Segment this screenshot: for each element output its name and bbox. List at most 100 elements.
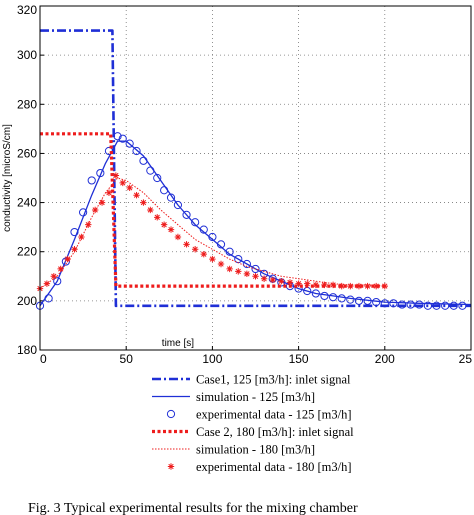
data-point-circle xyxy=(346,295,355,304)
data-point-circle xyxy=(199,225,208,234)
data-point-circle xyxy=(208,232,217,242)
data-point-circle xyxy=(79,208,88,217)
legend-item: experimental data - 125 [m3/h] xyxy=(166,408,352,422)
data-point-circle xyxy=(449,301,458,310)
data-point-star xyxy=(57,265,64,273)
data-point-star xyxy=(183,241,190,248)
data-point-circle xyxy=(354,296,364,305)
data-point-star xyxy=(295,280,302,287)
data-point-star xyxy=(200,250,207,258)
data-point-circle xyxy=(166,193,176,202)
x-tick-label: 150 xyxy=(289,352,309,366)
data-point-star xyxy=(112,172,120,179)
data-point-circle xyxy=(380,299,389,308)
data-point-star xyxy=(91,206,99,214)
y-axis-label: conductivity [microS/cm] xyxy=(2,124,13,232)
data-point-circle xyxy=(372,297,381,307)
grid xyxy=(39,5,472,351)
legend: Case1, 125 [m3/h]: inlet signal simulatio… xyxy=(152,373,354,474)
x-tick-label: 50 xyxy=(120,352,134,366)
y-tick-label: 220 xyxy=(17,245,37,259)
data-point-circle xyxy=(320,291,329,301)
data-point-circle xyxy=(146,166,155,175)
data-point-circle xyxy=(87,176,96,185)
data-point-star xyxy=(226,265,233,273)
data-point-star xyxy=(235,268,242,275)
figure-caption: Fig. 3 Typical experimental results for … xyxy=(28,501,358,515)
data-point-circle xyxy=(118,134,127,143)
data-point-star xyxy=(160,221,168,228)
data-point-circle xyxy=(251,264,260,274)
series-4 xyxy=(40,132,385,288)
data-point-star xyxy=(78,233,85,241)
data-point-star xyxy=(209,255,216,263)
data-point-star xyxy=(364,282,371,290)
data-point-circle xyxy=(113,132,122,141)
data-point-star xyxy=(85,221,92,228)
data-point-star xyxy=(50,273,57,280)
legend-label: simulation - 125 [m3/h] xyxy=(196,390,315,404)
legend-symbol-circle xyxy=(166,409,176,419)
data-point-circle xyxy=(104,146,114,156)
data-point-star xyxy=(269,276,276,284)
data-point-circle xyxy=(53,277,62,286)
data-point-star xyxy=(381,282,388,290)
data-point-star xyxy=(64,255,71,263)
y-tick-labels: 180 200 220 240 260 280 300 320 xyxy=(17,3,37,357)
data-point-star xyxy=(167,226,175,233)
legend-label: experimental data - 125 [m3/h] xyxy=(196,408,352,422)
data-point-star xyxy=(278,278,285,285)
data-point-circle xyxy=(173,200,183,210)
data-point-star xyxy=(105,189,113,196)
series-line xyxy=(39,140,472,307)
data-point-circle xyxy=(139,156,148,165)
data-point-circle xyxy=(415,300,424,309)
plot-area: 0 50 100 150 200 25 180200220240260280300320 … xyxy=(2,3,472,366)
x-tick-label: 25 xyxy=(459,352,473,366)
data-point-circle xyxy=(432,301,441,310)
data-point-star xyxy=(243,270,251,278)
data-point-circle xyxy=(311,289,320,298)
legend-item: experimental data - 180 [m3/h] xyxy=(167,460,352,474)
series-line xyxy=(40,132,385,288)
data-point-star xyxy=(133,192,140,199)
data-point-circle xyxy=(132,146,141,156)
x-tick-labels: 0 50 100 150 200 25 xyxy=(40,352,472,366)
legend-item: simulation - 125 [m3/h] xyxy=(152,390,315,404)
data-point-circle xyxy=(406,300,415,309)
legend-label: experimental data - 180 [m3/h] xyxy=(196,460,352,474)
data-point-star xyxy=(260,275,268,282)
series-2 xyxy=(39,140,472,307)
legend-item: Case 2, 180 [m3/h]: inlet signal xyxy=(152,425,354,439)
data-point-star xyxy=(217,260,225,268)
data-point-circle xyxy=(328,293,338,302)
series-5 xyxy=(39,177,385,290)
legend-item: Case1, 125 [m3/h]: inlet signal xyxy=(152,373,351,387)
data-point-star xyxy=(286,279,294,286)
data-point-circle xyxy=(160,186,169,195)
data-point-star xyxy=(372,282,380,290)
series-line xyxy=(39,177,385,290)
data-point-circle xyxy=(70,227,79,237)
data-point-star xyxy=(147,206,154,214)
data-point-circle xyxy=(397,300,407,309)
data-point-circle xyxy=(337,294,346,303)
data-point-circle xyxy=(389,299,398,308)
y-tick-label: 180 xyxy=(17,343,37,357)
data-point-star xyxy=(71,246,78,253)
y-tick-label: 200 xyxy=(17,294,37,308)
data-point-star xyxy=(338,282,345,290)
data-point-star xyxy=(126,184,133,192)
data-point-star xyxy=(119,179,126,187)
legend-label: simulation - 180 [m3/h] xyxy=(196,443,315,457)
data-point-circle xyxy=(96,168,105,178)
x-axis-label: time [s] xyxy=(162,338,194,349)
series-1 xyxy=(40,29,471,308)
legend-symbol-star xyxy=(167,463,175,470)
data-point-circle xyxy=(363,296,372,305)
data-point-star xyxy=(252,273,259,280)
data-point-circle xyxy=(225,247,234,256)
series-3 xyxy=(35,132,467,310)
x-tick-label: 200 xyxy=(375,352,395,366)
